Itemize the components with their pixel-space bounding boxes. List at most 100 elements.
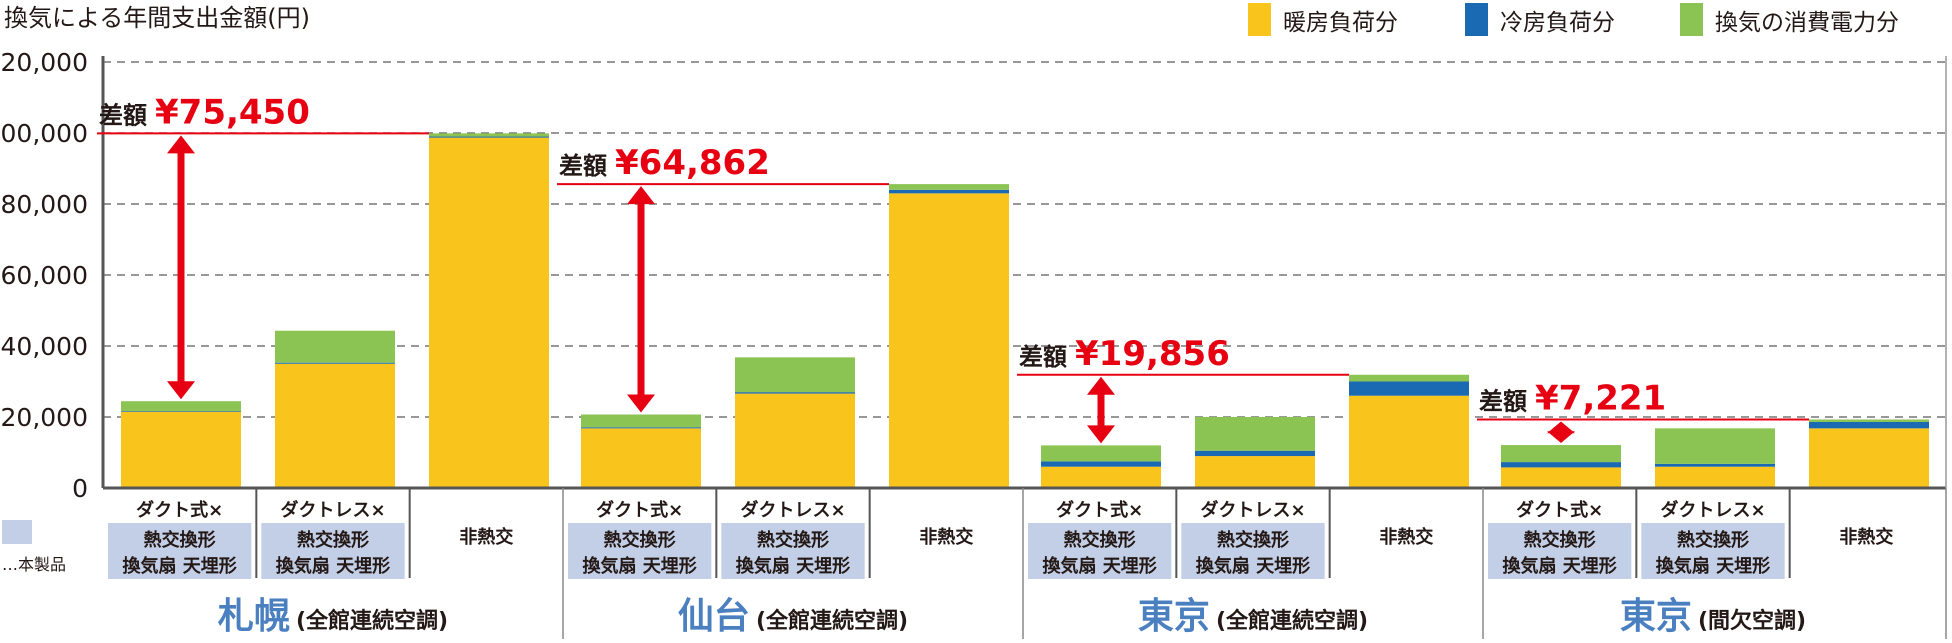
region-name: 札幌: [218, 596, 290, 637]
group-label: 仙台 (全館連続空調): [678, 596, 908, 637]
product-highlight: [1028, 523, 1172, 579]
bar-segment-ductless-1: [1655, 463, 1775, 467]
ac-mode: (間欠空調): [1698, 608, 1806, 634]
product-legend-label: …本製品: [2, 555, 66, 574]
bar-segment-non-0: [1349, 395, 1469, 488]
bar-label-duct: 熱交換形: [144, 529, 216, 551]
bar-label-ductless: 熱交換形: [1677, 529, 1749, 551]
bar-label-ductless: 熱交換形: [1217, 529, 1289, 551]
bar-segment-ductless-0: [1655, 466, 1775, 488]
chart-title: 換気による年間支出金額(円): [4, 4, 310, 32]
legend-label: 暖房負荷分: [1283, 10, 1398, 36]
bar-label-ductless: 熱交換形: [757, 529, 829, 551]
bar-segment-duct-1: [581, 427, 701, 429]
bar-label-duct: 熱交換形: [1524, 529, 1596, 551]
bar-segment-non-0: [889, 193, 1009, 488]
region-name: 東京: [1620, 595, 1692, 637]
bar-segment-duct-0: [581, 428, 701, 488]
diff-arrow-head-up: [1547, 421, 1575, 434]
bar-segment-non-2: [1809, 419, 1929, 422]
y-tick-label: 20,000: [1, 403, 88, 432]
bar-segment-duct-1: [1501, 462, 1621, 468]
diff-label: 差額 ¥75,450: [99, 92, 310, 132]
ac-mode: (全館連続空調): [1216, 608, 1368, 634]
bar-segment-duct-1: [121, 410, 241, 412]
diff-value: ¥75,450: [155, 92, 310, 132]
product-highlight: [1641, 523, 1785, 579]
y-tick-label: 120,000: [0, 48, 88, 77]
diff-prefix: 差額: [559, 152, 607, 180]
bar-label-ductless: 換気扇 天埋形: [1656, 555, 1770, 577]
diff-arrow-head-down: [627, 394, 655, 413]
bar-segment-non-2: [429, 133, 549, 137]
diff-value: ¥19,856: [1075, 334, 1230, 374]
diff-arrow-head-down: [1547, 431, 1575, 444]
bar-label-duct: ダクト式×: [1516, 499, 1603, 521]
diff-label: 差額 ¥7,221: [1479, 378, 1666, 418]
bar-segment-non-2: [1349, 374, 1469, 382]
bar-label-ductless: ダクトレス×: [1660, 499, 1765, 521]
diff-label: 差額 ¥19,856: [1019, 334, 1230, 374]
bar-segment-duct-2: [1041, 445, 1161, 462]
bar-segment-duct-0: [1041, 466, 1161, 488]
y-tick-label: 80,000: [1, 190, 88, 219]
bar-segment-duct-0: [121, 411, 241, 488]
bar-segment-ductless-2: [1195, 417, 1315, 451]
product-highlight: [1488, 523, 1632, 579]
product-highlight: [721, 523, 865, 579]
bar-label-non: 非熱交: [919, 526, 973, 548]
bar-label-non: 非熱交: [1839, 526, 1893, 548]
bar-segment-ductless-1: [1195, 450, 1315, 457]
legend-label: 換気の消費電力分: [1715, 10, 1899, 36]
bar-segment-non-1: [889, 189, 1009, 194]
y-tick-label: 0: [72, 474, 88, 503]
bar-segment-ductless-2: [1655, 428, 1775, 464]
bar-segment-duct-2: [1501, 445, 1621, 463]
legend-swatch: [1248, 3, 1271, 36]
bar-segment-non-2: [889, 184, 1009, 190]
bar-segment-ductless-2: [735, 357, 855, 393]
diff-arrow-head-up: [627, 186, 655, 205]
bar-label-non: 非熱交: [459, 526, 513, 548]
bar-segment-ductless-1: [735, 392, 855, 394]
product-highlight: [568, 523, 712, 579]
diff-arrow-head-up: [167, 135, 195, 154]
bar-segment-non-0: [1809, 428, 1929, 488]
product-legend-swatch: [2, 520, 32, 544]
diff-arrow-head-down: [1087, 425, 1115, 444]
bar-segment-non-1: [429, 136, 549, 138]
group-label: 東京 (間欠空調): [1620, 595, 1806, 637]
bar-label-ductless: ダクトレス×: [280, 499, 385, 521]
axes: 0 20,000 40,000 60,000 80,000 100,000 120,000: [0, 48, 1947, 503]
ac-mode: (全館連続空調): [296, 608, 448, 634]
bars: [121, 133, 1929, 489]
bar-label-ductless: 換気扇 天埋形: [1196, 555, 1310, 577]
bar-label-ductless: 熱交換形: [297, 529, 369, 551]
bar-label-duct: ダクト式×: [596, 499, 683, 521]
bar-segment-non-1: [1349, 381, 1469, 396]
group-label: 札幌 (全館連続空調): [218, 596, 448, 637]
bar-label-duct: 換気扇 天埋形: [583, 555, 697, 577]
legend-swatch: [1465, 3, 1488, 36]
diff-arrow-head-up: [1087, 376, 1115, 395]
bar-segment-ductless-2: [275, 330, 395, 363]
region-name: 仙台: [678, 596, 750, 637]
bar-segment-ductless-1: [275, 362, 395, 364]
y-tick-label: 100,000: [0, 119, 88, 148]
legend: 暖房負荷分 冷房負荷分 換気の消費電力分: [1248, 3, 1899, 36]
bar-label-duct: ダクト式×: [136, 499, 223, 521]
product-highlight: [1181, 523, 1325, 579]
bar-label-ductless: ダクトレス×: [1200, 499, 1305, 521]
y-tick-label: 40,000: [1, 332, 88, 361]
product-highlight: [261, 523, 405, 579]
legend-swatch: [1680, 3, 1703, 36]
diff-annotations: 差額 ¥75,450 差額 ¥64,862 差額 ¥19,856 差額 ¥7,221: [97, 92, 1809, 444]
bar-segment-non-0: [429, 137, 549, 489]
bar-segment-duct-2: [581, 414, 701, 428]
bar-label-duct: 換気扇 天埋形: [1043, 555, 1157, 577]
diff-value: ¥7,221: [1535, 378, 1666, 418]
bar-segment-duct-1: [1041, 461, 1161, 467]
bar-segment-ductless-0: [735, 393, 855, 488]
